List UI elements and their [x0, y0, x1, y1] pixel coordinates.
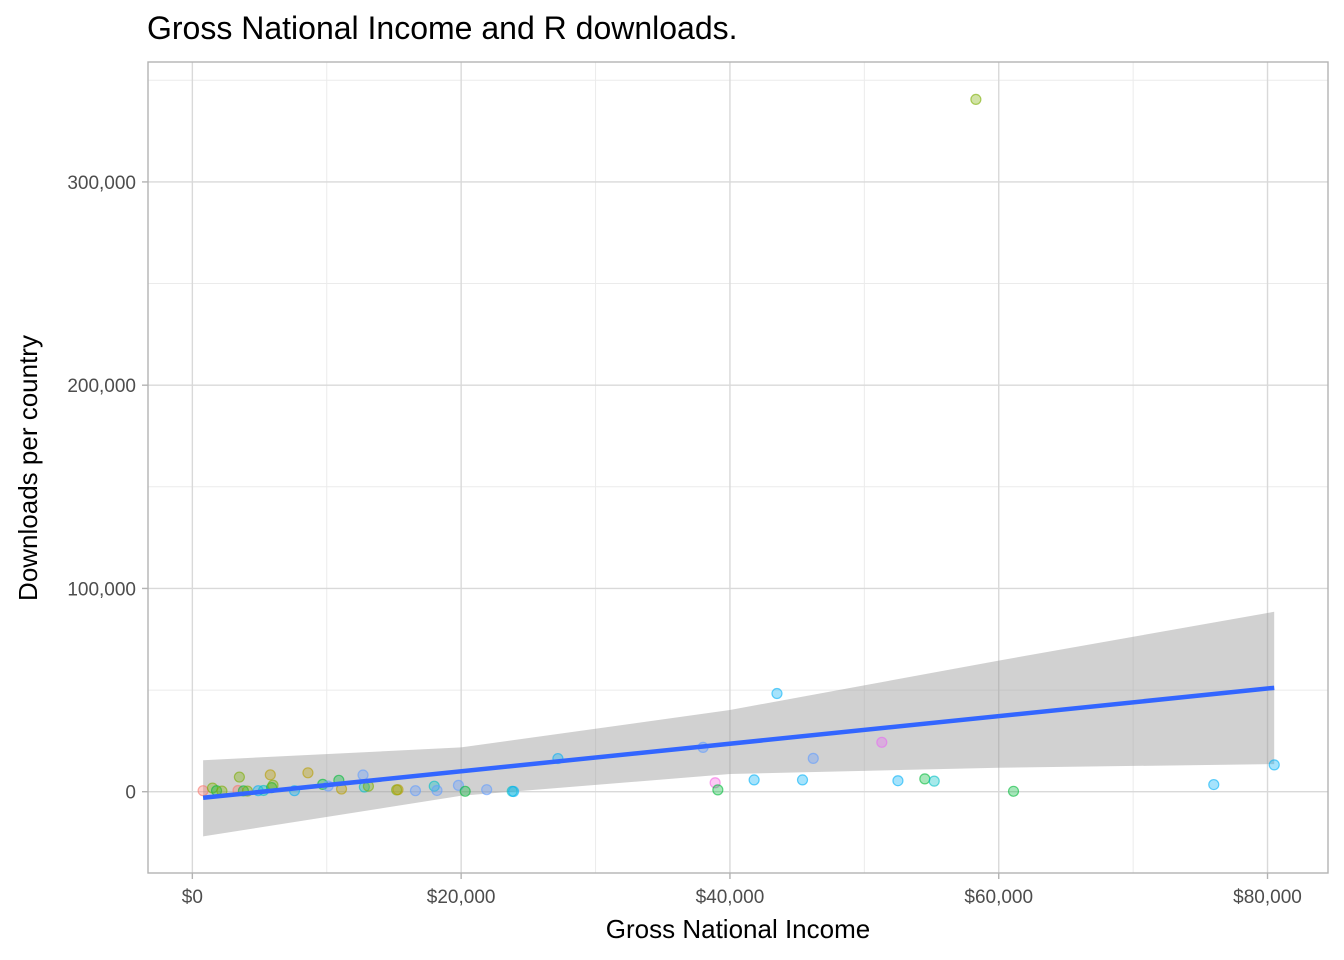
x-tick-label: $80,000: [1233, 887, 1302, 908]
plot-panel: [148, 62, 1328, 873]
data-point: [796, 774, 809, 786]
x-axis-title: Gross National Income: [606, 914, 870, 944]
data-point: [712, 784, 724, 796]
data-point: [197, 785, 209, 797]
x-tick-label: $0: [182, 887, 203, 908]
data-point: [264, 769, 276, 781]
major-gridlines: [148, 62, 1328, 873]
panel-border-layer: [147, 61, 1329, 874]
points-layer: [197, 93, 1280, 798]
data-point: [919, 773, 931, 785]
chart-title: Gross National Income and R downloads.: [147, 10, 738, 46]
y-tick-label: 200,000: [67, 376, 136, 397]
data-point: [892, 775, 904, 787]
data-point: [431, 784, 443, 797]
data-point: [807, 752, 819, 764]
data-point: [481, 784, 493, 796]
data-point: [1268, 759, 1280, 771]
y-axis-ticks: 0 100,000 200,000 300,000: [67, 173, 148, 804]
data-point: [970, 93, 982, 105]
data-point: [928, 775, 940, 787]
data-point: [459, 785, 471, 797]
confidence-band: [203, 611, 1275, 837]
x-tick-label: $60,000: [964, 887, 1033, 908]
panel-border: [147, 61, 1329, 874]
plot-background: [148, 62, 1328, 873]
data-point: [357, 769, 369, 781]
confidence-band-layer: [203, 611, 1275, 837]
data-point: [748, 774, 760, 786]
data-point: [392, 784, 404, 796]
data-point: [771, 687, 783, 700]
minor-gridlines: [148, 62, 1328, 873]
y-tick-label: 300,000: [67, 173, 136, 194]
x-tick-label: $20,000: [427, 887, 496, 908]
data-point: [1007, 785, 1020, 797]
trend-line-layer: [202, 685, 1275, 801]
trend-line: [202, 685, 1275, 801]
x-tick-label: $40,000: [696, 887, 765, 908]
data-point: [409, 785, 422, 797]
y-axis-title: Downloads per country: [13, 335, 43, 601]
data-point: [507, 785, 520, 798]
data-point: [876, 736, 888, 748]
x-axis-ticks: $0 $20,000 $40,000 $60,000 $80,000: [182, 873, 1302, 908]
y-tick-label: 0: [125, 783, 136, 804]
y-tick-label: 100,000: [67, 579, 136, 600]
data-point: [1208, 778, 1220, 791]
data-point: [233, 771, 245, 783]
data-point: [302, 767, 314, 779]
